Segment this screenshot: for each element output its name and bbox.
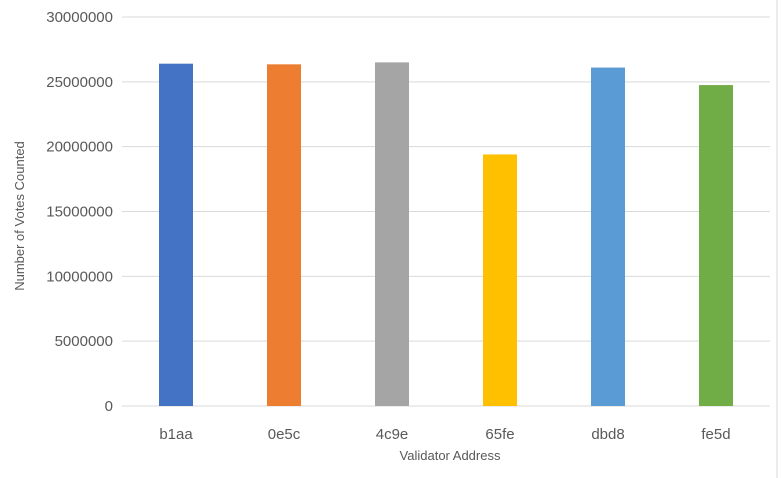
bar-fe5d xyxy=(699,85,733,406)
x-tick-label: 4c9e xyxy=(376,426,409,443)
bar-dbd8 xyxy=(591,67,625,406)
x-tick-label: 65fe xyxy=(485,426,514,443)
bars xyxy=(159,62,733,407)
x-tick-label: b1aa xyxy=(159,426,193,443)
y-tick-label: 30000000 xyxy=(46,9,113,26)
x-tick-label: fe5d xyxy=(701,426,730,443)
bar-4c9e xyxy=(375,62,409,407)
y-axis-ticks: 0 5000000 10000000 15000000 20000000 25000000… xyxy=(46,9,113,415)
x-tick-label: dbd8 xyxy=(591,426,624,443)
y-tick-label: 20000000 xyxy=(46,139,113,156)
y-tick-label: 5000000 xyxy=(55,333,113,350)
gridlines xyxy=(122,16,770,407)
y-tick-label: 25000000 xyxy=(46,74,113,91)
bar-65fe xyxy=(483,154,517,406)
y-tick-label: 10000000 xyxy=(46,268,113,285)
y-tick-label: 15000000 xyxy=(46,204,113,221)
bar-0e5c xyxy=(267,64,301,406)
x-axis-title: Validator Address xyxy=(400,448,501,463)
y-tick-label: 0 xyxy=(105,398,113,415)
x-axis-ticks: b1aa 0e5c 4c9e 65fe dbd8 fe5d xyxy=(159,426,730,443)
bar-b1aa xyxy=(159,63,193,407)
x-tick-label: 0e5c xyxy=(268,426,301,443)
y-axis-title: Number of Votes Counted xyxy=(12,141,27,291)
